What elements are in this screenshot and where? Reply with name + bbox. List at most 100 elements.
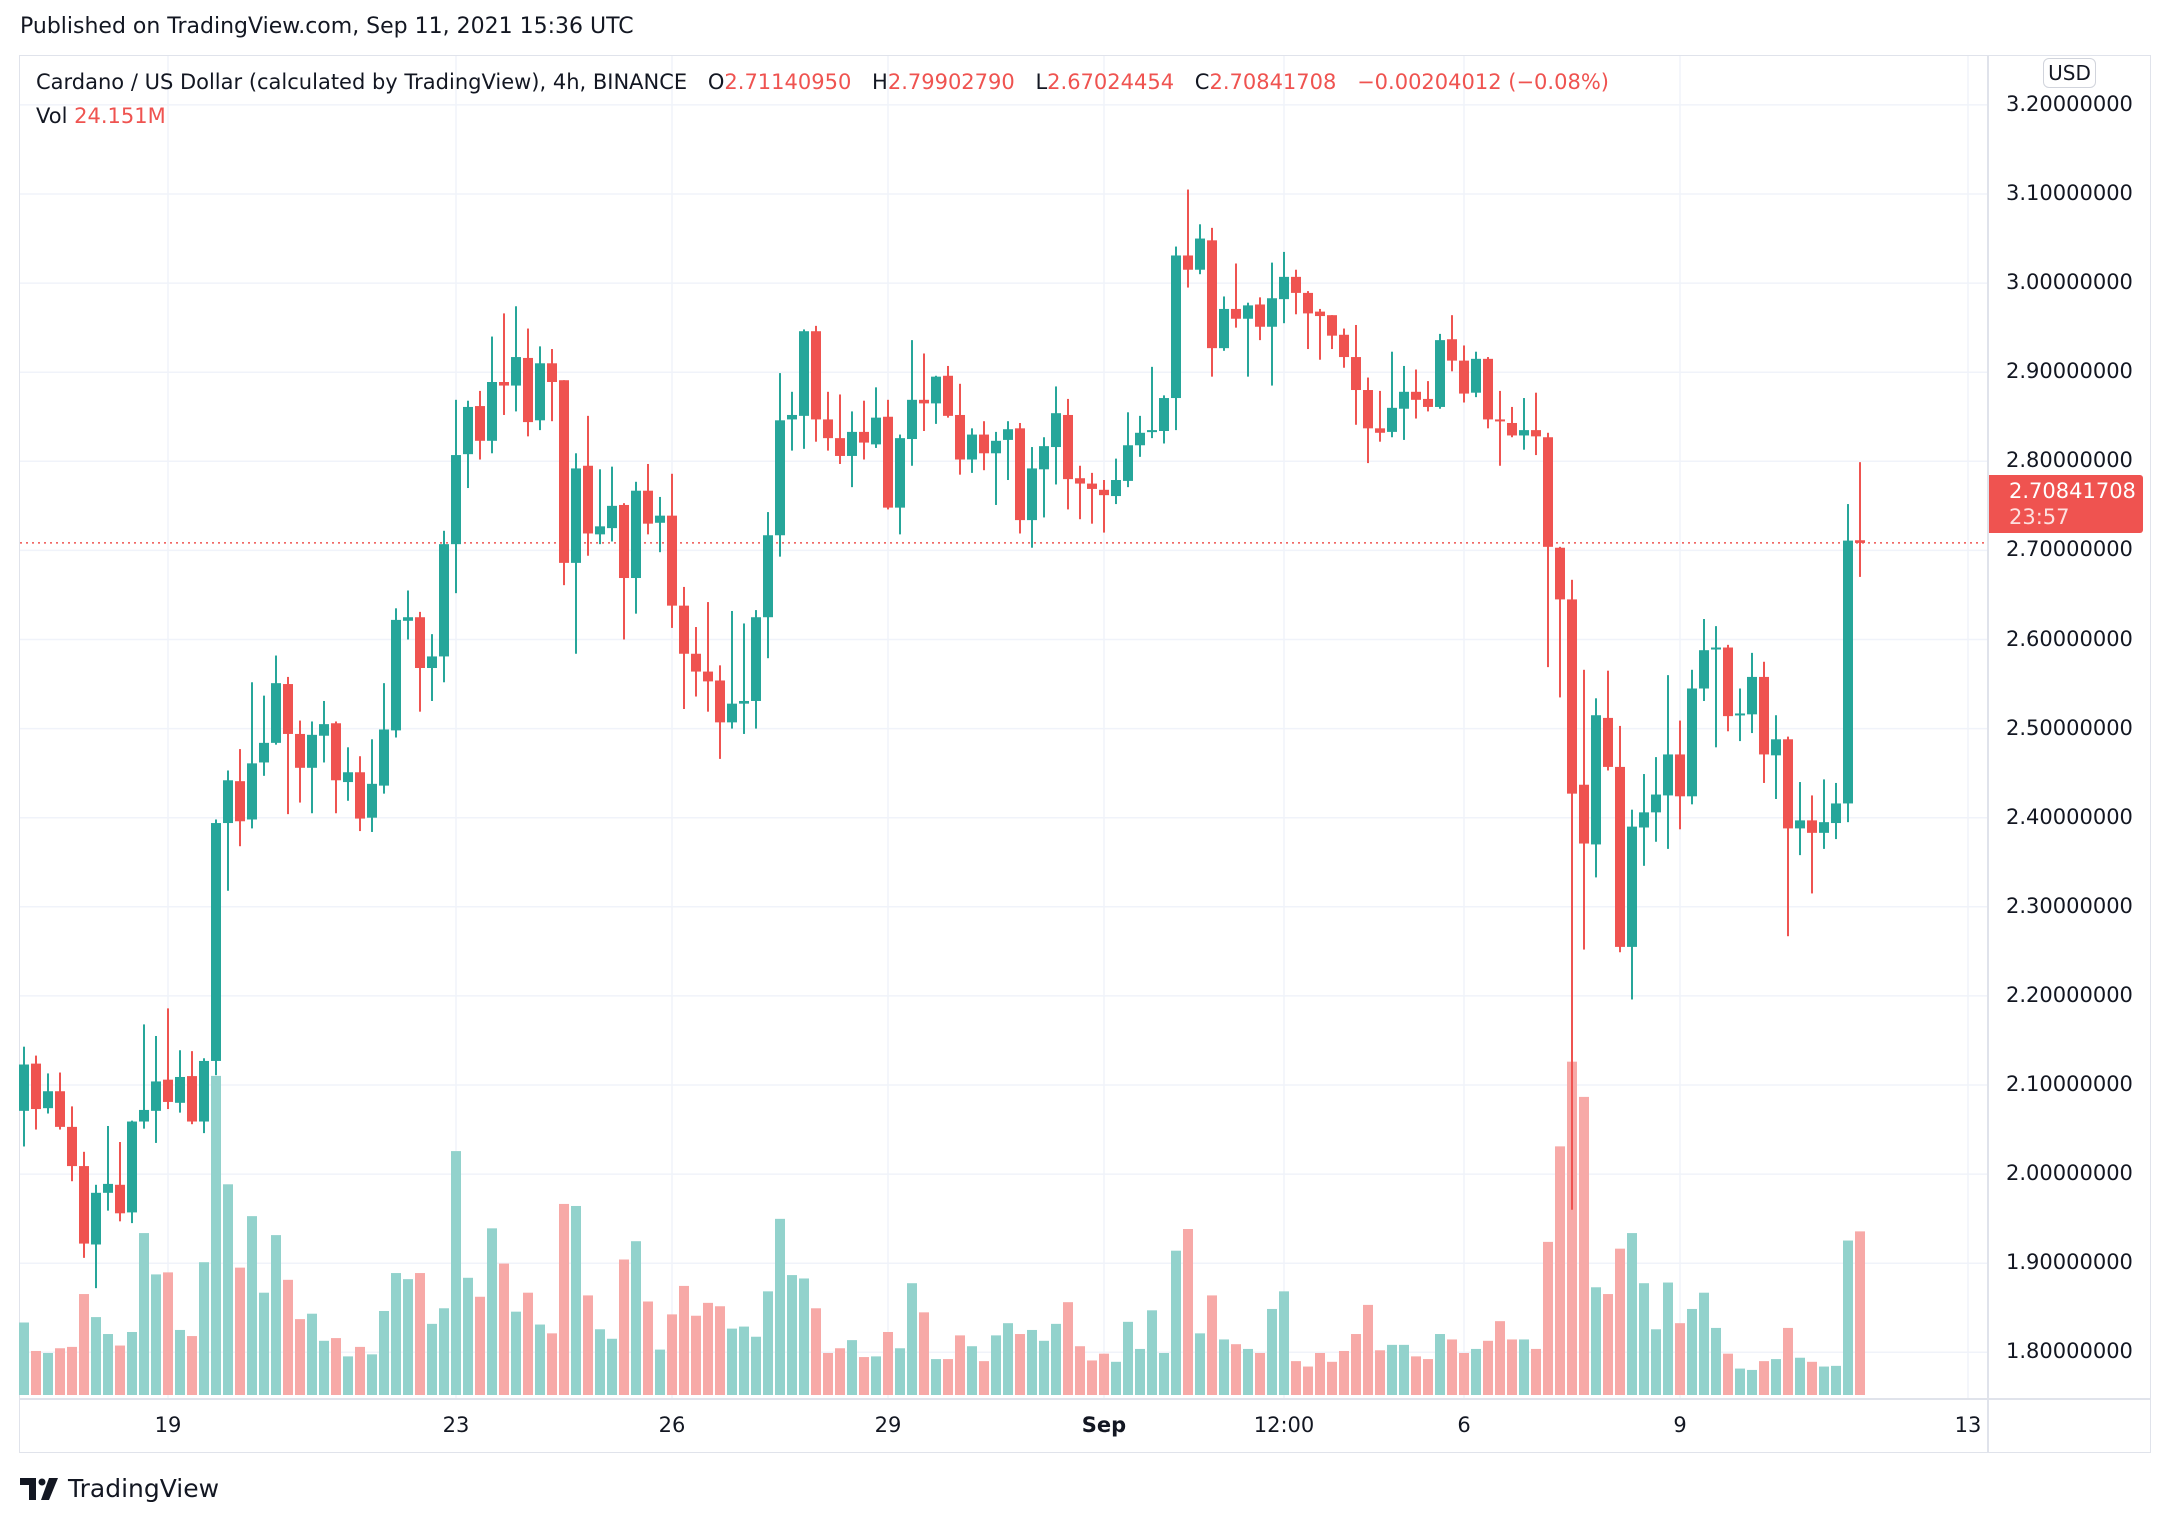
candle-wick bbox=[407, 590, 409, 640]
candle-wick bbox=[1823, 779, 1825, 849]
volume-bar bbox=[139, 1233, 149, 1395]
volume-label[interactable]: Vol bbox=[36, 104, 68, 128]
candle-down bbox=[235, 781, 245, 822]
candle-up bbox=[1027, 468, 1037, 521]
candle-down bbox=[643, 490, 653, 524]
candle-down bbox=[1183, 255, 1193, 270]
candle-down bbox=[715, 680, 725, 723]
candle-down bbox=[1231, 308, 1241, 319]
candle-up bbox=[271, 683, 281, 743]
volume-bar bbox=[1759, 1361, 1769, 1395]
candle-wick bbox=[1559, 546, 1561, 698]
volume-bar bbox=[1099, 1353, 1109, 1395]
candle-down bbox=[1099, 489, 1109, 496]
volume-bar bbox=[1555, 1146, 1565, 1395]
volume-bar bbox=[943, 1359, 953, 1395]
candle-up bbox=[1051, 413, 1061, 448]
candle-wick bbox=[791, 391, 793, 451]
candle-up bbox=[847, 431, 857, 456]
candle-up bbox=[1195, 238, 1205, 270]
volume-bar bbox=[31, 1350, 41, 1395]
volume-bar bbox=[631, 1241, 641, 1395]
candle-down bbox=[1015, 428, 1025, 521]
candle-down bbox=[1315, 311, 1325, 317]
volume-bar bbox=[1519, 1339, 1529, 1395]
candle-up bbox=[1831, 803, 1841, 824]
candle-down bbox=[1495, 419, 1505, 422]
volume-bar bbox=[1351, 1334, 1361, 1395]
time-tick-label: 9 bbox=[1673, 1413, 1687, 1437]
volume-bar bbox=[235, 1267, 245, 1395]
volume-bar bbox=[523, 1292, 533, 1395]
volume-bar bbox=[1567, 1061, 1577, 1395]
ohlc-legend: Cardano / US Dollar (calculated by Tradi… bbox=[36, 70, 1609, 94]
candle-up bbox=[367, 783, 377, 818]
candle-up bbox=[139, 1109, 149, 1122]
volume-bar bbox=[463, 1277, 473, 1395]
candle-up bbox=[511, 357, 521, 386]
candle-up bbox=[763, 535, 773, 618]
volume-bar bbox=[1675, 1323, 1685, 1395]
candle-wick bbox=[1775, 715, 1777, 799]
time-tick-label: 23 bbox=[442, 1413, 470, 1437]
volume-bar bbox=[991, 1335, 1001, 1395]
candle-up bbox=[991, 440, 1001, 454]
candle-up bbox=[1639, 812, 1649, 828]
currency-button[interactable]: USD bbox=[2043, 58, 2096, 88]
volume-bar bbox=[1807, 1361, 1817, 1395]
candle-down bbox=[1459, 360, 1469, 394]
candle-wick bbox=[1811, 795, 1813, 894]
close-label: C bbox=[1194, 70, 1210, 94]
candle-down bbox=[1327, 315, 1337, 336]
candle-down bbox=[31, 1063, 41, 1110]
candle-up bbox=[307, 734, 317, 768]
candle-down bbox=[1723, 647, 1733, 717]
candle-wick bbox=[1391, 351, 1393, 438]
candle-up bbox=[1387, 407, 1397, 432]
candle-up bbox=[451, 455, 461, 545]
last-price-value: 2.70841708 bbox=[2009, 479, 2136, 503]
candle-wick bbox=[1043, 437, 1045, 518]
candle-up bbox=[343, 772, 353, 783]
volume-bar bbox=[547, 1333, 557, 1395]
volume-bar bbox=[1243, 1348, 1253, 1395]
volume-bar bbox=[895, 1348, 905, 1395]
candle-wick bbox=[503, 313, 505, 415]
candle-down bbox=[955, 414, 965, 460]
volume-bar bbox=[1615, 1248, 1625, 1395]
volume-bar bbox=[1651, 1329, 1661, 1395]
time-tick-label: 29 bbox=[874, 1413, 902, 1437]
candle-up bbox=[43, 1091, 53, 1109]
candle-up bbox=[199, 1060, 209, 1122]
candle-up bbox=[751, 617, 761, 701]
candle-up bbox=[1243, 305, 1253, 319]
candle-up bbox=[1123, 445, 1133, 481]
candle-wick bbox=[839, 394, 841, 464]
volume-bar bbox=[871, 1356, 881, 1395]
volume-bar bbox=[1771, 1359, 1781, 1395]
symbol-title[interactable]: Cardano / US Dollar (calculated by Tradi… bbox=[36, 70, 688, 94]
volume-bar bbox=[1459, 1352, 1469, 1395]
candle-down bbox=[499, 382, 509, 386]
volume-bar bbox=[127, 1331, 137, 1395]
volume-bar bbox=[1507, 1339, 1517, 1395]
candle-wick bbox=[1499, 390, 1501, 466]
candle-up bbox=[319, 724, 329, 736]
volume-value: 24.151M bbox=[74, 104, 166, 128]
candle-wick bbox=[227, 770, 229, 891]
candle-up bbox=[571, 468, 581, 563]
volume-bar bbox=[679, 1285, 689, 1395]
candle-down bbox=[1603, 717, 1613, 767]
volume-bar bbox=[1111, 1361, 1121, 1395]
volume-bar bbox=[931, 1359, 941, 1395]
candle-wick bbox=[1307, 291, 1309, 350]
volume-bar bbox=[1327, 1361, 1337, 1395]
tradingview-logo[interactable]: TradingView bbox=[20, 1474, 219, 1503]
volume-bar bbox=[175, 1329, 185, 1395]
candle-up bbox=[871, 417, 881, 445]
candle-wick bbox=[551, 349, 553, 422]
volume-bar bbox=[715, 1306, 725, 1395]
candle-up bbox=[487, 382, 497, 441]
candle-down bbox=[1675, 754, 1685, 797]
